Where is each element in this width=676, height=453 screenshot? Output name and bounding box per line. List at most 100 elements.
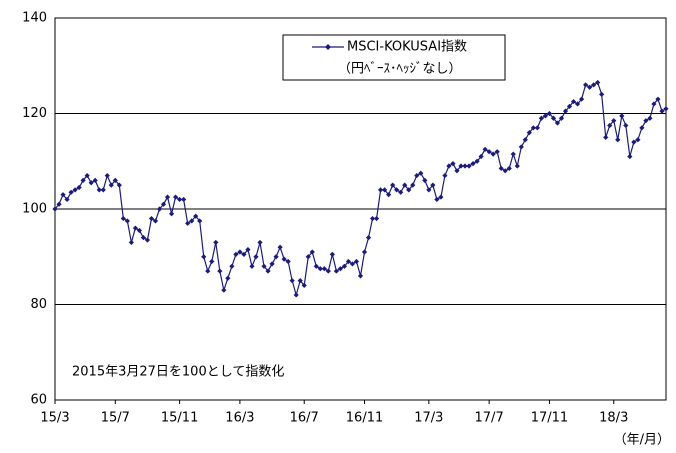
- marker: [301, 282, 307, 288]
- marker: [655, 96, 661, 102]
- marker: [60, 192, 66, 198]
- marker: [285, 258, 291, 265]
- marker: [627, 153, 633, 160]
- marker: [116, 182, 122, 188]
- marker: [108, 182, 114, 188]
- marker: [56, 201, 62, 207]
- marker: [156, 206, 163, 212]
- x-tick-label: 18/3: [599, 411, 628, 426]
- marker: [321, 266, 327, 272]
- marker: [643, 118, 649, 124]
- marker: [68, 189, 74, 195]
- x-tick-label: 15/3: [40, 411, 69, 426]
- marker: [193, 213, 199, 219]
- marker: [430, 182, 436, 188]
- marker: [136, 227, 143, 234]
- marker: [386, 192, 392, 198]
- annotation: 2015年3月27日を100として指数化: [72, 365, 284, 380]
- marker: [197, 218, 203, 224]
- marker: [382, 187, 388, 193]
- marker: [554, 120, 561, 126]
- marker: [357, 273, 364, 279]
- marker: [482, 146, 488, 152]
- marker: [281, 256, 287, 262]
- marker: [478, 153, 484, 160]
- legend-note: （円ﾍﾞｰｽ･ﾍｯｼﾞなし）: [338, 62, 462, 77]
- marker: [361, 249, 368, 255]
- x-axis-label: （年/月）: [614, 433, 670, 448]
- marker: [442, 172, 448, 179]
- marker: [514, 163, 520, 169]
- marker: [583, 82, 589, 88]
- marker: [92, 177, 98, 183]
- marker: [522, 137, 528, 143]
- marker: [253, 254, 259, 260]
- marker: [651, 101, 657, 107]
- marker: [647, 115, 653, 121]
- marker: [369, 215, 376, 222]
- marker: [526, 130, 532, 136]
- marker: [333, 268, 339, 274]
- marker: [546, 110, 553, 117]
- marker: [639, 125, 645, 131]
- marker: [76, 184, 82, 191]
- marker: [132, 225, 138, 231]
- marker: [542, 113, 549, 119]
- marker: [72, 187, 78, 193]
- marker: [498, 165, 504, 172]
- marker: [152, 218, 159, 224]
- marker: [619, 113, 625, 119]
- marker: [96, 187, 102, 193]
- marker: [518, 144, 524, 150]
- marker: [245, 246, 251, 253]
- marker: [124, 218, 130, 224]
- marker: [365, 235, 372, 241]
- marker: [289, 278, 295, 284]
- x-tick-label: 16/11: [346, 411, 383, 426]
- marker: [221, 287, 227, 293]
- marker: [494, 149, 500, 155]
- marker: [181, 196, 187, 203]
- marker: [663, 106, 669, 112]
- marker: [631, 139, 637, 145]
- marker: [112, 177, 118, 183]
- marker: [570, 98, 577, 105]
- marker: [257, 239, 263, 246]
- marker: [345, 258, 352, 265]
- marker: [189, 218, 195, 224]
- y-tick-label: 60: [30, 393, 47, 408]
- marker: [100, 187, 106, 193]
- marker: [353, 258, 360, 265]
- marker: [297, 278, 303, 284]
- marker: [140, 235, 147, 241]
- marker: [261, 263, 267, 269]
- marker: [490, 151, 496, 157]
- marker: [233, 251, 239, 257]
- marker: [398, 189, 404, 195]
- marker: [510, 151, 516, 157]
- marker: [80, 177, 86, 183]
- marker: [209, 258, 215, 265]
- marker: [486, 149, 492, 155]
- series-line: [54, 81, 667, 298]
- y-tick-label: 140: [22, 11, 47, 26]
- marker: [414, 172, 420, 179]
- marker: [406, 187, 412, 193]
- y-tick-label: 100: [22, 202, 47, 217]
- marker: [422, 177, 428, 183]
- marker: [587, 84, 593, 90]
- marker: [595, 79, 601, 86]
- marker: [273, 254, 279, 260]
- marker: [462, 163, 468, 169]
- marker: [213, 239, 219, 246]
- marker: [426, 187, 432, 193]
- marker: [410, 182, 416, 188]
- legend-label: MSCI-KOKUSAI指数: [347, 40, 467, 55]
- x-tick-label: 15/11: [161, 411, 198, 426]
- x-tick-label: 17/11: [531, 411, 568, 426]
- marker: [377, 187, 384, 193]
- marker: [205, 268, 211, 274]
- marker: [52, 206, 58, 212]
- x-tick-label: 16/3: [225, 411, 254, 426]
- marker: [538, 115, 544, 121]
